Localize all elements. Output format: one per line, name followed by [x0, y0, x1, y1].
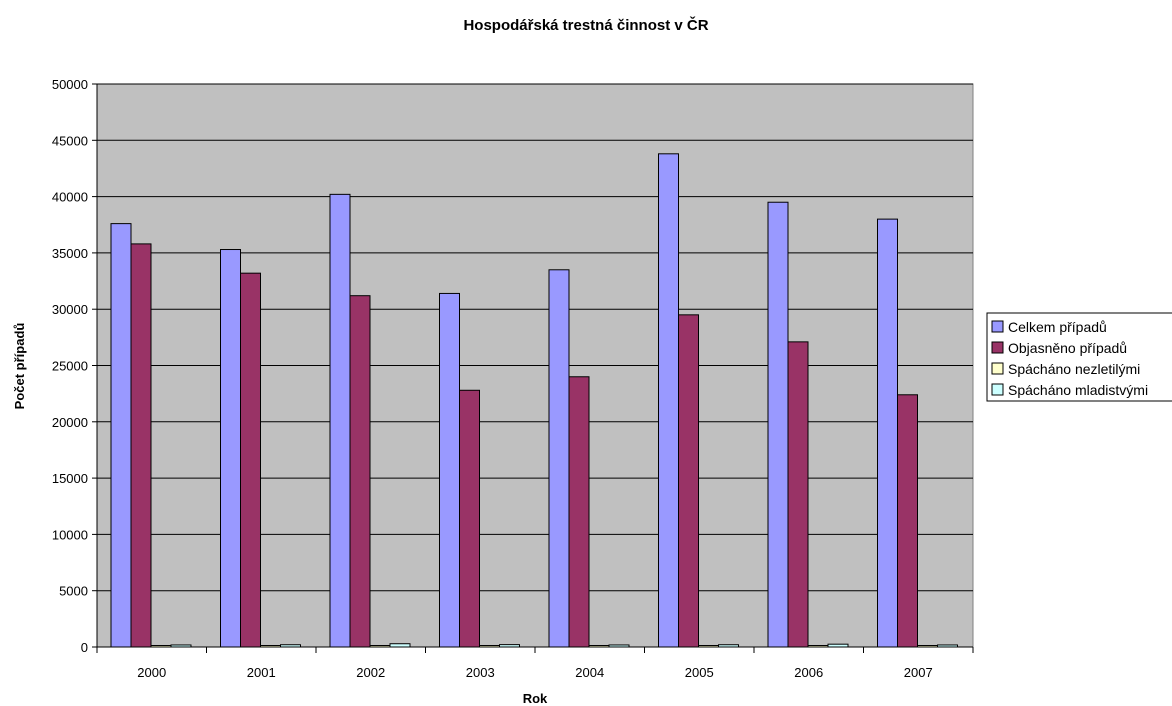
- bar: [479, 645, 500, 648]
- x-axis-label: Rok: [523, 691, 548, 706]
- x-tick-label: 2000: [137, 665, 166, 680]
- legend-swatch: [991, 383, 1004, 396]
- bar: [170, 644, 192, 648]
- x-tick-label: 2001: [247, 665, 276, 680]
- y-tick-label: 30000: [52, 302, 88, 317]
- bar: [787, 341, 809, 648]
- y-tick-label: 40000: [52, 190, 88, 205]
- bar: [329, 193, 351, 648]
- bar: [260, 645, 281, 648]
- legend-swatch: [991, 320, 1004, 333]
- bar: [937, 644, 958, 648]
- bar: [369, 645, 391, 648]
- bar: [897, 394, 918, 648]
- bar: [718, 644, 739, 648]
- bar: [698, 645, 719, 648]
- legend-box: [986, 312, 1172, 402]
- legend-swatch: [991, 362, 1004, 375]
- bar: [608, 644, 630, 648]
- bar: [220, 249, 241, 648]
- y-tick-label: 35000: [52, 246, 88, 261]
- bar: [678, 314, 699, 648]
- bar: [877, 218, 898, 648]
- chart-title: Hospodářská trestná činnost v ČR: [463, 16, 708, 34]
- bar: [349, 295, 371, 648]
- bar: [588, 645, 610, 648]
- bar: [389, 643, 411, 648]
- bar: [110, 223, 132, 648]
- bar: [130, 243, 152, 648]
- x-tick-label: 2005: [685, 665, 714, 680]
- bar: [240, 272, 261, 648]
- y-tick-label: 15000: [52, 471, 88, 486]
- y-tick-label: 50000: [52, 77, 88, 92]
- x-tick-label: 2002: [356, 665, 385, 680]
- legend-label: Spácháno mladistvými: [1008, 382, 1148, 398]
- bar: [499, 644, 520, 648]
- bar: [767, 201, 789, 648]
- y-tick-label: 25000: [52, 359, 88, 374]
- y-axis-label: Počet případů: [12, 323, 27, 410]
- bar: [827, 643, 849, 648]
- y-tick-label: 5000: [59, 584, 88, 599]
- x-tick-label: 2007: [904, 665, 933, 680]
- y-tick-label: 20000: [52, 415, 88, 430]
- bar: [807, 645, 829, 648]
- y-tick-label: 0: [81, 640, 88, 655]
- bar: [280, 644, 301, 648]
- legend-label: Celkem případů: [1008, 319, 1107, 335]
- bar: [150, 645, 172, 648]
- legend-swatch: [991, 341, 1004, 354]
- bar: [439, 292, 460, 648]
- legend: Celkem případů Objasněno případů Spácháno …: [986, 312, 1172, 402]
- bar: [459, 389, 480, 648]
- bar: [917, 645, 938, 648]
- x-tick-label: 2006: [794, 665, 823, 680]
- plot-area: 0 5000 10000 15000 20000 25000 30000 35000 40000…: [52, 77, 974, 680]
- x-tick-label: 2004: [575, 665, 604, 680]
- y-tick-label: 45000: [52, 133, 88, 148]
- bar: [568, 376, 590, 648]
- bar: [548, 269, 570, 648]
- legend-label: Objasněno případů: [1008, 340, 1127, 356]
- y-tick-label: 10000: [52, 527, 88, 542]
- x-tick-label: 2003: [466, 665, 495, 680]
- legend-label: Spácháno nezletilými: [1008, 361, 1140, 377]
- bar: [658, 153, 679, 648]
